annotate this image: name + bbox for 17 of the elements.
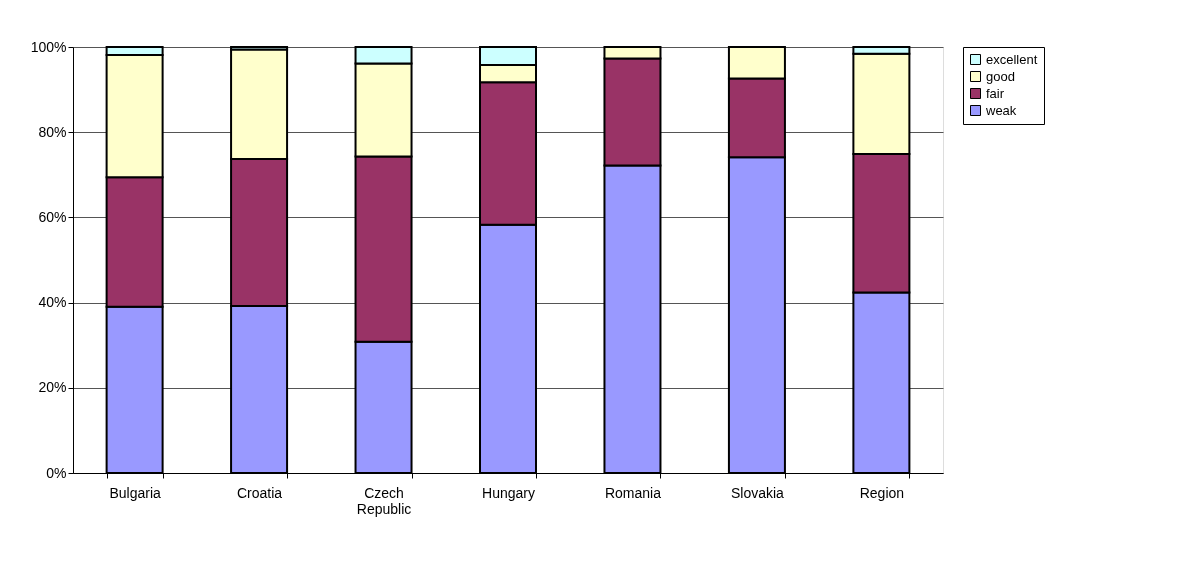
x-tick-label: Hungary	[482, 484, 535, 501]
x-tick-label: Slovakia	[730, 484, 785, 501]
x-tick-label: Croatia	[237, 484, 283, 501]
y-tick-label: 100%	[30, 38, 67, 55]
x-tick-label: Romania	[604, 484, 662, 501]
legend-label: fair	[986, 85, 1005, 101]
legend-label: good	[986, 68, 1015, 84]
x-tick-label: Bulgaria	[109, 484, 161, 501]
legend-label: excellent	[986, 51, 1038, 67]
x-tick-label: Czech Republic	[356, 484, 412, 517]
y-tick-label: 80%	[38, 123, 67, 140]
y-tick-label: 20%	[38, 379, 67, 396]
y-tick-label: 60%	[38, 208, 67, 225]
y-tick-label: 0%	[46, 464, 67, 481]
y-tick-label: 40%	[38, 294, 67, 311]
x-tick-label: Region	[859, 484, 905, 501]
legend-label: weak	[985, 102, 1017, 118]
